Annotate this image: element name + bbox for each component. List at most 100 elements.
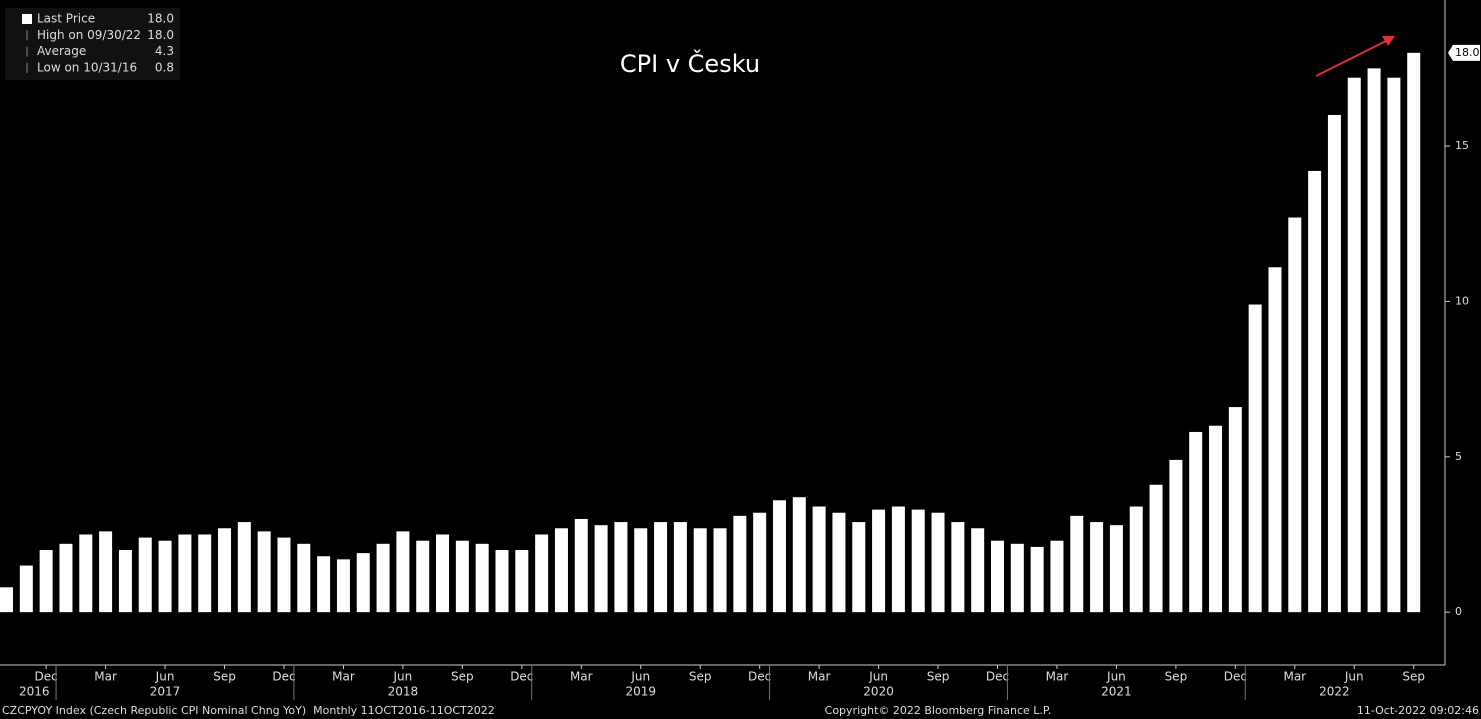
bar [475,543,489,613]
x-tick-label: Dec [1224,670,1247,684]
legend-value: 0.8 [155,60,174,74]
bar [1407,52,1421,613]
bar [852,522,866,613]
bar [1149,484,1163,613]
bar [594,525,608,613]
last-price-tag [1448,44,1480,61]
x-tick-label: Mar [1283,670,1306,684]
bar [218,528,232,613]
x-tick-label: Dec [748,670,771,684]
bar [1308,170,1322,613]
bar [1268,267,1282,613]
bar [257,531,271,613]
x-tick-label: Dec [35,670,58,684]
bar [376,543,390,613]
y-tick-label: 10 [1455,294,1469,307]
bar [812,506,826,613]
bar [891,506,905,613]
x-tick-label: Sep [451,670,474,684]
bar [971,528,985,613]
bar [1189,431,1203,613]
bar [634,528,648,613]
bar [872,509,886,613]
x-year-label: 2022 [1319,685,1350,699]
bar [733,515,747,613]
bar [1090,522,1104,613]
bar [1248,304,1262,613]
x-tick-label: Sep [1165,670,1188,684]
bar [1050,540,1064,613]
bar [1209,425,1223,613]
bar [99,531,113,613]
footer-copyright: Copyright© 2022 Bloomberg Finance L.P. [825,704,1052,717]
bar [317,556,331,613]
bar [336,559,350,613]
bar [495,550,509,613]
x-year-label: 2021 [1101,685,1132,699]
x-tick-label: Sep [213,670,236,684]
bar [297,543,311,613]
x-tick-label: Mar [1046,670,1069,684]
bar [436,534,450,613]
bar [693,528,707,613]
bar [911,509,925,613]
bar [614,522,628,613]
x-tick-label: Dec [272,670,295,684]
y-tick-label: 5 [1455,450,1462,463]
bar [832,512,846,613]
x-tick-label: Sep [927,670,950,684]
bar [1030,546,1044,613]
x-tick-label: Sep [1402,670,1425,684]
bar [792,497,806,613]
bar [654,522,668,613]
bar [574,518,588,613]
bar [277,537,291,613]
bar [515,550,529,613]
x-year-label: 2016 [19,685,50,699]
bar [59,543,73,613]
footer-date: 11-Oct-2022 09:02:46 [1357,704,1479,717]
footer-source: CZCPYOY Index (Czech Republic CPI Nomina… [2,704,495,717]
bar [554,528,568,613]
bar [1327,114,1341,613]
bar [416,540,430,613]
x-tick-label: Mar [808,670,831,684]
x-tick-label: Jun [1344,670,1364,684]
bar [1109,525,1123,613]
x-tick-label: Dec [510,670,533,684]
bar [713,528,727,613]
bar [396,531,410,613]
bar [991,540,1004,613]
x-tick-label: Dec [986,670,1009,684]
x-tick-label: Jun [630,670,650,684]
bar [1010,543,1024,613]
bar [1228,407,1242,613]
legend-label: High on 09/30/22 [37,28,141,42]
bar [198,534,212,613]
bar [1129,506,1143,613]
bar [1367,68,1381,613]
legend-box [5,8,180,80]
bar [39,550,53,613]
bar [535,534,549,613]
bar [951,522,965,613]
bar [118,550,132,613]
x-tick-label: Jun [1106,670,1126,684]
bar [79,534,93,613]
legend-label: Average [37,44,86,58]
x-tick-label: Mar [94,670,117,684]
bar [178,534,192,613]
bar [1387,77,1401,613]
bar [753,512,767,613]
x-year-label: 2020 [863,685,894,699]
bar [158,540,172,613]
bar [138,537,152,613]
chart-title: CPI v Česku [620,48,760,78]
x-tick-label: Sep [689,670,712,684]
arrow [1315,38,1391,77]
legend-value: 18.0 [147,12,174,26]
bar [1070,515,1084,613]
bar [931,512,945,613]
legend-value: 18.0 [147,28,174,42]
legend-swatch [22,14,32,24]
